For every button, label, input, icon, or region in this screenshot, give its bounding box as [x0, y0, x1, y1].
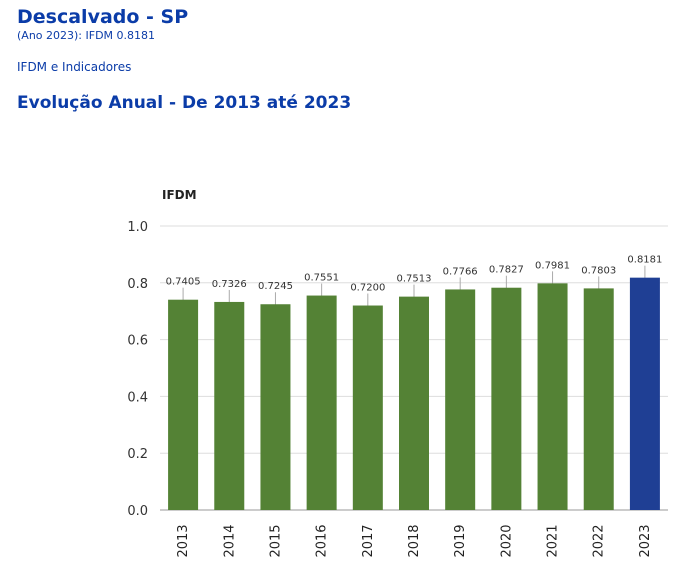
- data-label-2017: 0.7200: [350, 283, 385, 294]
- y-tick-label: 0.0: [127, 504, 148, 519]
- bars: [168, 277, 660, 510]
- x-tick-label: 2014: [222, 524, 237, 557]
- bar-2013[interactable]: [168, 299, 199, 510]
- x-tick-label: 2017: [361, 524, 376, 557]
- data-label-2014: 0.7326: [212, 279, 247, 290]
- data-label-2016: 0.7551: [304, 273, 339, 284]
- section-title: Evolução Anual - De 2013 até 2023: [17, 93, 352, 113]
- y-tick-label: 0.6: [127, 334, 148, 349]
- data-label-2022: 0.7803: [581, 265, 616, 276]
- data-label-2019: 0.7766: [443, 266, 478, 277]
- data-label-2021: 0.7981: [535, 260, 570, 271]
- bar-2016[interactable]: [306, 295, 337, 510]
- data-label-2023: 0.8181: [627, 255, 662, 266]
- x-tick-label: 2013: [176, 524, 191, 557]
- x-tick-label: 2019: [453, 524, 468, 557]
- bar-2023[interactable]: [629, 277, 660, 510]
- y-tick-label: 0.8: [127, 277, 148, 292]
- y-tick-label: 0.2: [127, 447, 148, 462]
- data-label-2018: 0.7513: [397, 274, 432, 285]
- page-header: Descalvado - SP (Ano 2023): IFDM 0.8181: [17, 6, 188, 42]
- x-tick-label: 2016: [315, 524, 330, 557]
- bar-2018[interactable]: [399, 296, 429, 510]
- x-tick-label: 2023: [638, 524, 653, 557]
- data-label-2020: 0.7827: [489, 265, 524, 276]
- bar-2022[interactable]: [583, 288, 614, 510]
- ifdm-indicators-link[interactable]: IFDM e Indicadores: [17, 60, 132, 74]
- bar-2017[interactable]: [352, 305, 383, 510]
- bar-2015[interactable]: [260, 304, 291, 510]
- x-tick-label: 2020: [499, 524, 514, 557]
- page-title: Descalvado - SP: [17, 6, 189, 28]
- y-tick-label: 0.4: [127, 390, 148, 405]
- y-tick-label: 1.0: [127, 220, 148, 235]
- x-tick-label: 2021: [546, 524, 561, 557]
- x-tick-label: 2015: [268, 524, 283, 557]
- y-axis-ticks: 0.0 0.2 0.4 0.6 0.8 1.0: [127, 220, 148, 519]
- bar-2020[interactable]: [491, 287, 522, 510]
- data-labels: 0.7405 0.7326 0.7245 0.7551 0.7200 0.7513 0.77…: [166, 255, 663, 294]
- bar-2019[interactable]: [445, 289, 476, 510]
- x-tick-label: 2018: [407, 524, 422, 557]
- x-axis-labels: 2013 2014 2015 2016 2017 2018 2019 2020 2021 2022…: [176, 524, 653, 557]
- bar-2021[interactable]: [537, 283, 568, 510]
- x-tick-label: 2022: [592, 524, 607, 557]
- y-axis-title: IFDM: [162, 188, 197, 202]
- bar-2014[interactable]: [214, 301, 245, 510]
- page-subtitle: (Ano 2023): IFDM 0.8181: [17, 29, 156, 42]
- data-label-2013: 0.7405: [166, 277, 201, 288]
- data-label-2015: 0.7245: [258, 281, 293, 292]
